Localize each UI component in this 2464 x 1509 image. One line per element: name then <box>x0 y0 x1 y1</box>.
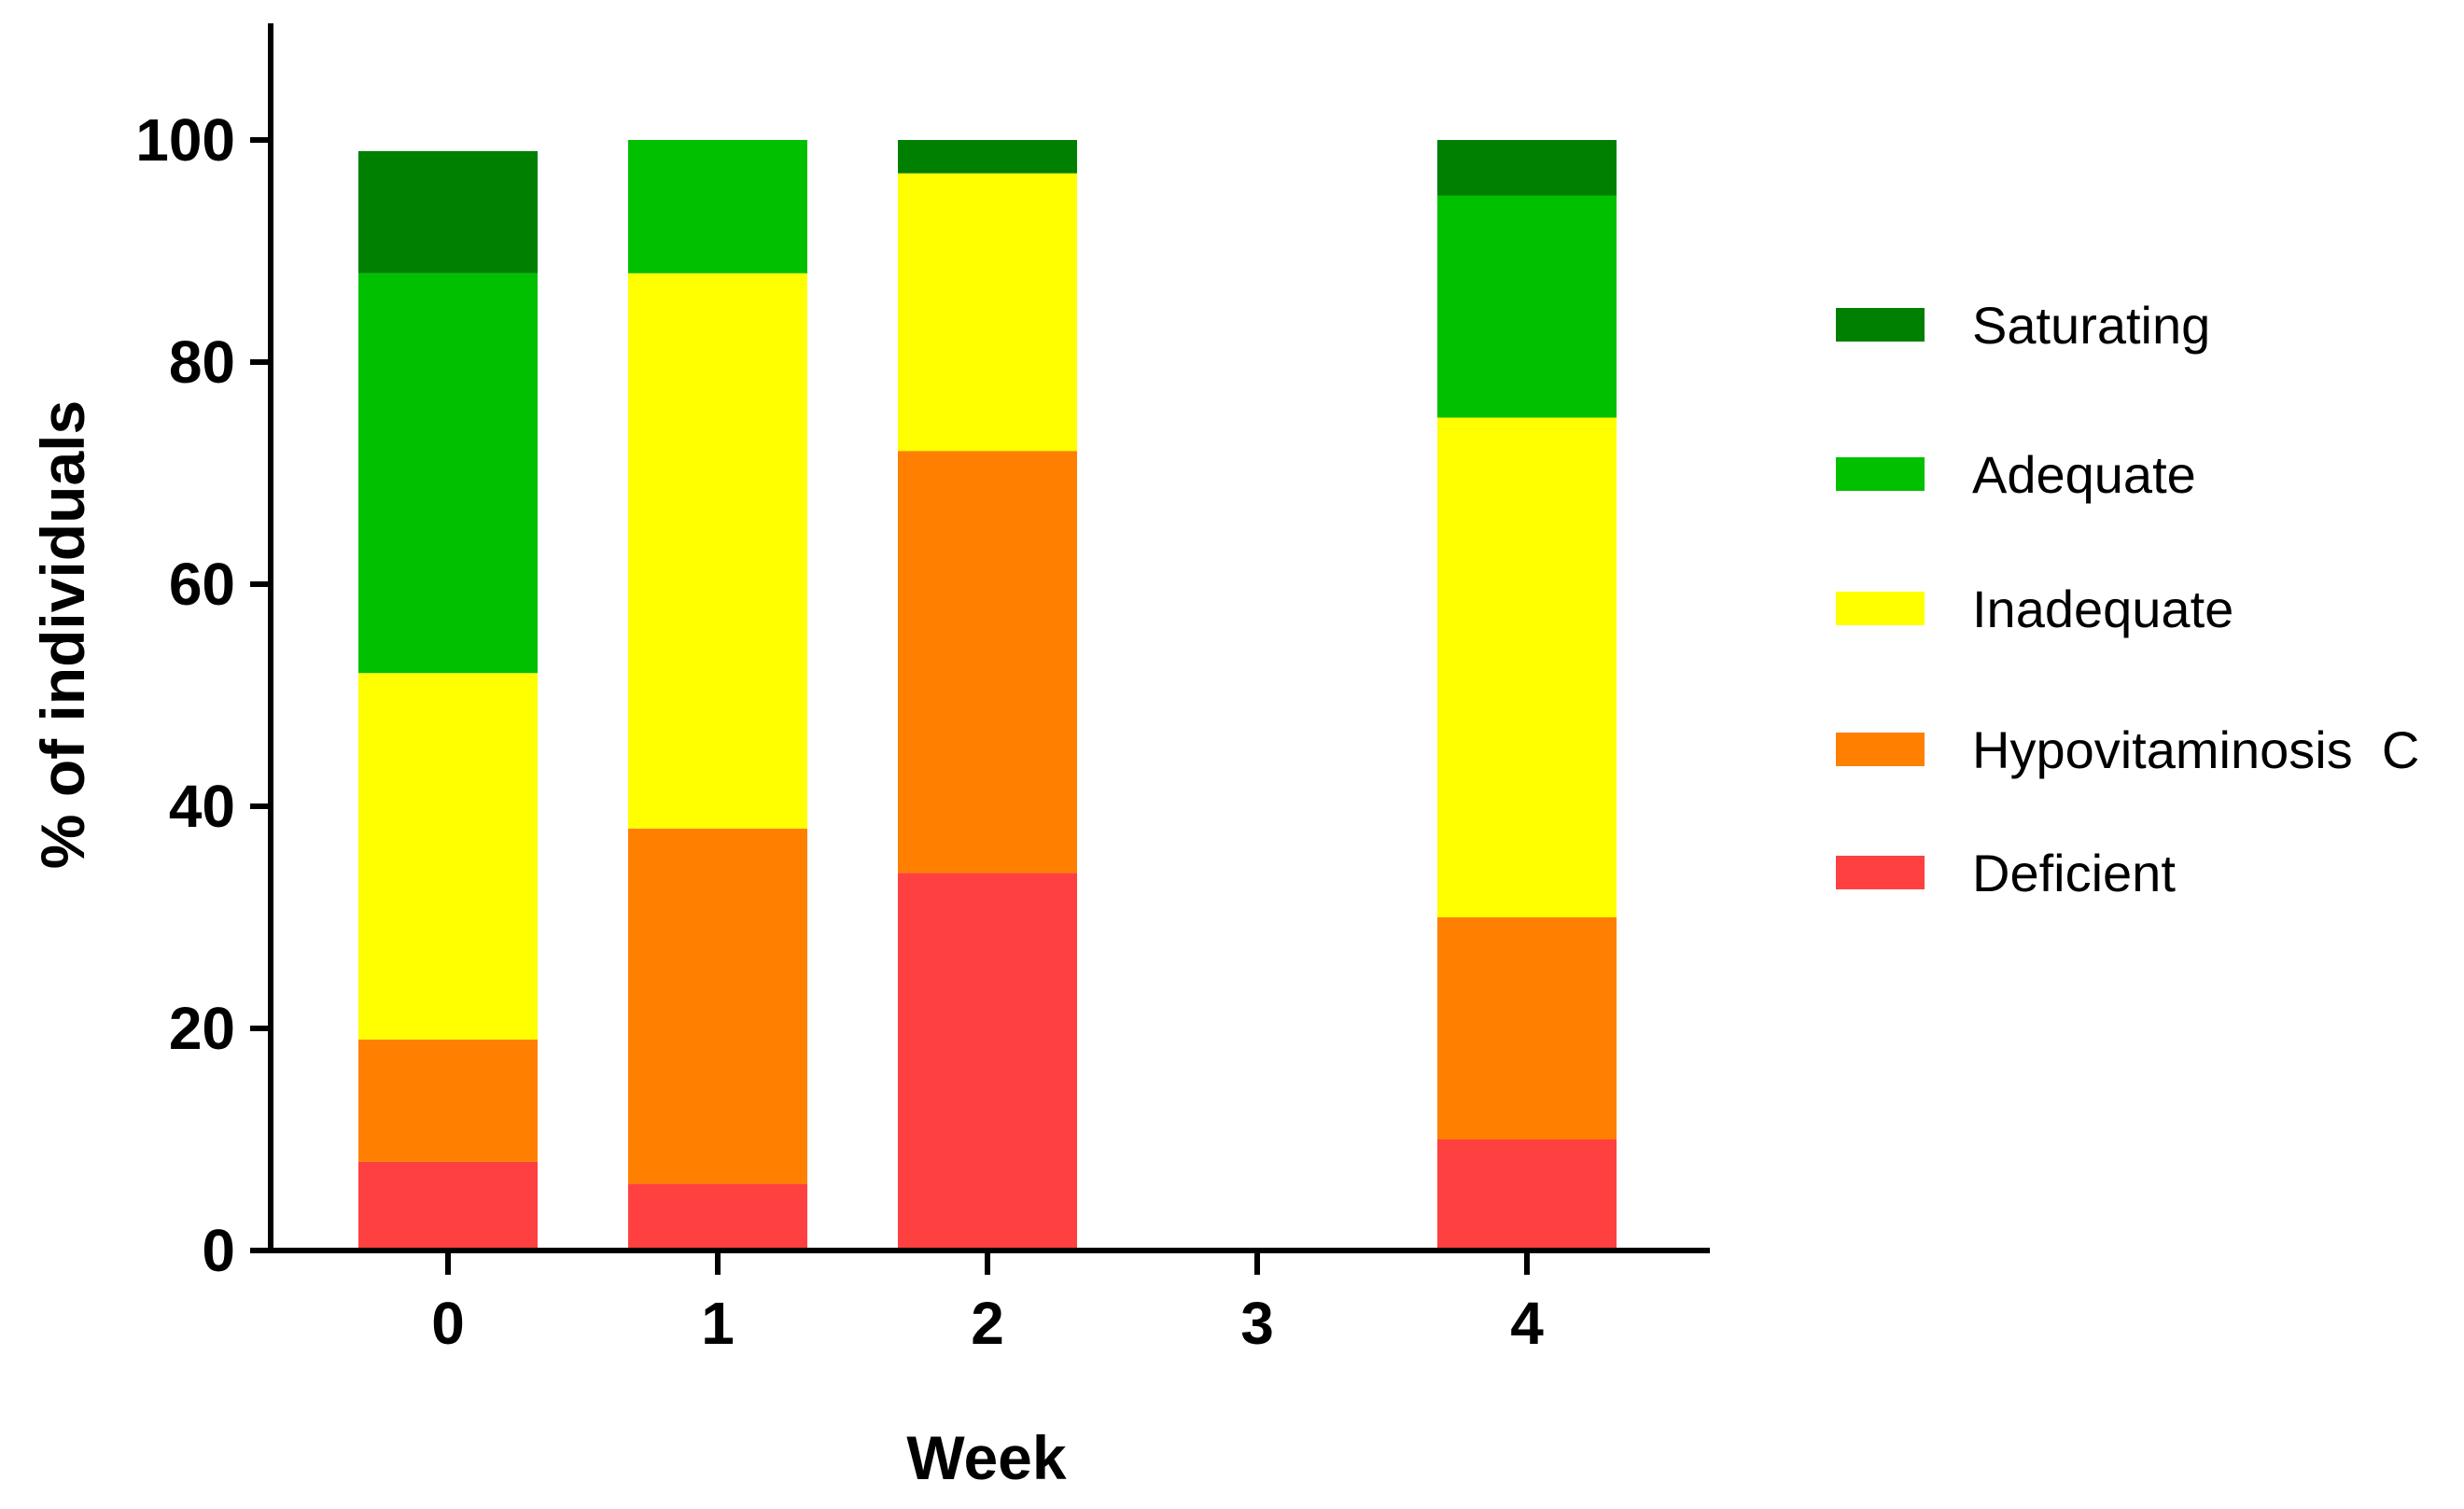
x-tick-label: 1 <box>701 1290 735 1357</box>
legend-swatch-deficient <box>1836 856 1925 889</box>
legend-label: Adequate <box>1972 445 2196 504</box>
legend-swatch-hypovitaminosis-c <box>1836 733 1925 766</box>
legend-label: Saturating <box>1972 296 2210 355</box>
y-tick-label: 0 <box>202 1217 235 1284</box>
bar-week-0-hypovitaminosis-c <box>358 1039 538 1162</box>
bar-week-4-inadequate <box>1437 417 1617 917</box>
y-ticks-group: 0 20 40 60 80 100 <box>135 106 271 1284</box>
legend-label: Deficient <box>1972 844 2176 902</box>
bar-week-2-inadequate <box>898 173 1077 452</box>
bar-week-0-deficient <box>358 1161 538 1251</box>
y-tick-label: 20 <box>169 995 235 1062</box>
legend-swatch-inadequate <box>1836 592 1925 625</box>
legend-label: Inadequate <box>1972 580 2233 638</box>
legend-label: Hypovitaminosis C <box>1972 720 2419 779</box>
x-ticks-group: 0 1 2 3 4 <box>431 1251 1544 1357</box>
bar-week-1-hypovitaminosis-c <box>628 828 807 1184</box>
bar-week-0-adequate <box>358 272 538 674</box>
y-tick-label: 100 <box>135 106 235 174</box>
bar-week-2-saturating <box>898 140 1077 174</box>
legend-swatch-saturating <box>1836 308 1925 342</box>
bar-week-1-inadequate <box>628 272 807 829</box>
bar-week-0-saturating <box>358 150 538 273</box>
bars-group <box>358 140 1617 1251</box>
y-tick-label: 40 <box>169 773 235 840</box>
y-tick-label: 80 <box>169 328 235 396</box>
bar-week-0-inadequate <box>358 673 538 1040</box>
bar-week-1-deficient <box>628 1183 807 1251</box>
bar-week-4-hypovitaminosis-c <box>1437 917 1617 1139</box>
bar-week-4-deficient <box>1437 1139 1617 1251</box>
x-tick-label: 4 <box>1510 1290 1544 1357</box>
bar-week-1-adequate <box>628 140 807 273</box>
y-axis-title: % of individuals <box>28 400 97 869</box>
x-tick-label: 2 <box>971 1290 1004 1357</box>
y-tick-label: 60 <box>169 551 235 618</box>
bar-week-2-deficient <box>898 873 1077 1251</box>
legend-swatch-adequate <box>1836 457 1925 491</box>
bar-week-2-hypovitaminosis-c <box>898 451 1077 873</box>
x-axis-title: Week <box>906 1423 1067 1492</box>
x-tick-label: 0 <box>431 1290 465 1357</box>
bar-week-4-adequate <box>1437 195 1617 418</box>
bar-week-4-saturating <box>1437 140 1617 196</box>
legend: Saturating Adequate Inadequate Hypovitamino… <box>1836 296 2419 902</box>
x-tick-label: 3 <box>1240 1290 1274 1357</box>
